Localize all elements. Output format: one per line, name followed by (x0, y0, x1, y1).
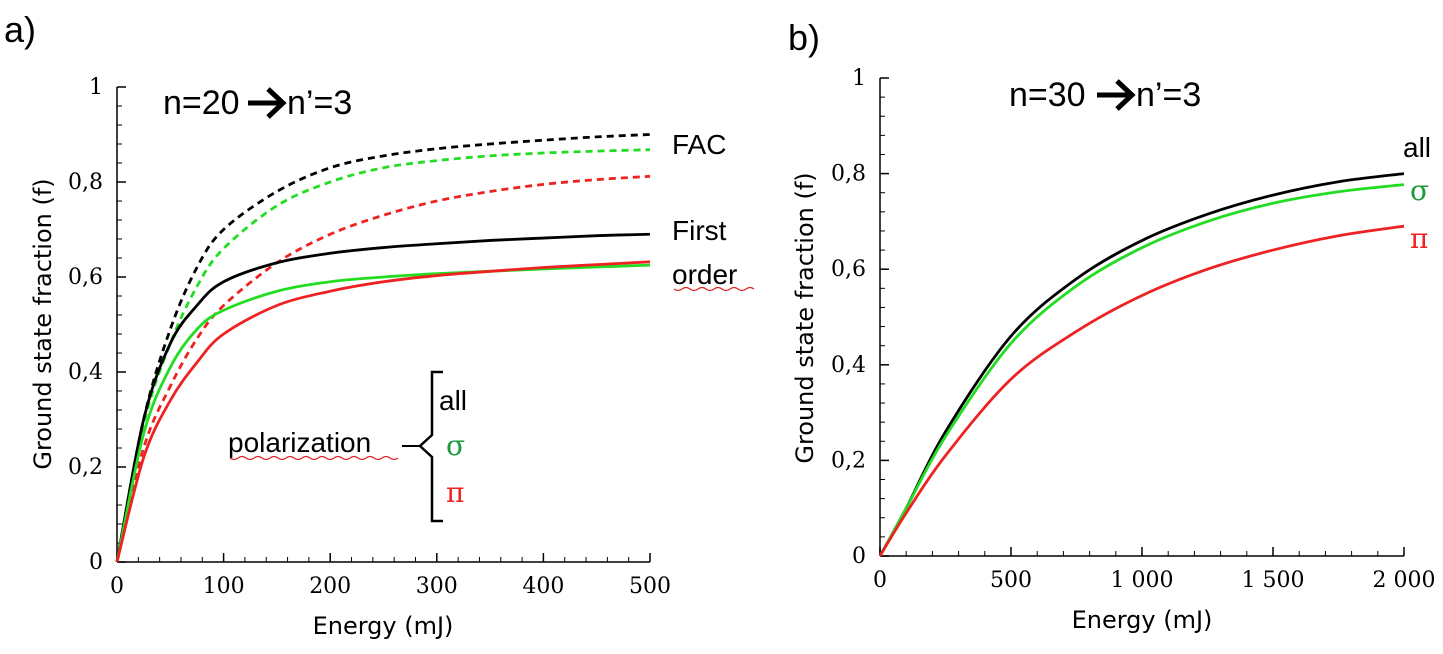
series-line-sigma (878, 183, 1405, 557)
panel-b-label: b) (788, 17, 820, 58)
series-line-pi (878, 224, 1405, 557)
panel-a-label: a) (4, 9, 36, 50)
first-order-label-line2: order (672, 259, 737, 290)
legend-pi: π (1410, 222, 1428, 255)
legend-pi: π (446, 476, 464, 509)
panel-a-xtick-label: 300 (416, 574, 458, 599)
panel-a-xtick-label: 200 (309, 574, 351, 599)
legend-all: all (1403, 132, 1431, 163)
series-line-first-order-pi (115, 260, 651, 563)
panel-a-ytick-label: 0,4 (68, 360, 103, 385)
legend-sigma: σ (1410, 174, 1429, 207)
panel-b-ytick-label: 0,4 (831, 353, 866, 378)
panel-a-title: n=20 n’=3 (163, 84, 352, 122)
spellcheck-underline (673, 286, 755, 292)
panel-a-xtick-label: 100 (203, 574, 245, 599)
panel-a-series (115, 133, 651, 563)
panel-a: a) n=20 n’=3 0 100 200 300 400 500 0 0,2… (4, 9, 755, 640)
panel-a-title-lhs: n=20 (163, 84, 240, 122)
panel-b-y-tick-labels: 0 0,2 0,4 0,6 0,8 1 (831, 66, 866, 569)
panel-b-xtick-label: 1 500 (1242, 568, 1305, 593)
panel-a-ticks (116, 86, 651, 563)
series-line-fac-all (115, 133, 651, 563)
panel-a-x-tick-labels: 0 100 200 300 400 500 (110, 574, 671, 599)
series-line-all (878, 172, 1405, 557)
panel-b-x-axis-label: Energy (mJ) (1072, 606, 1213, 634)
legend-all: all (439, 385, 467, 416)
panel-a-y-axis-label: Ground state fraction (f) (29, 178, 57, 469)
series-line-first-order-sigma (115, 263, 651, 563)
panel-a-ytick-label: 0,2 (68, 455, 103, 480)
panel-b-xtick-label: 2 000 (1373, 568, 1436, 593)
fac-label: FAC (672, 129, 726, 160)
panel-b-y-axis-label: Ground state fraction (f) (791, 172, 819, 463)
arrow-icon (248, 87, 287, 119)
series-line-fac-pi (115, 174, 651, 563)
legend-sigma: σ (446, 429, 465, 462)
panel-b-legend: all σ π (1403, 132, 1431, 255)
panel-b-title-rhs: n’=3 (1136, 76, 1201, 114)
spellcheck-underline (229, 455, 399, 461)
panel-b-ytick-label: 0,8 (831, 162, 866, 187)
panel-b-xtick-label: 1 000 (1111, 568, 1174, 593)
polarization-label: polarization (228, 427, 371, 458)
panel-a-ytick-label: 0 (89, 550, 103, 575)
panel-a-xtick-label: 500 (629, 574, 671, 599)
panel-a-ytick-label: 0,8 (68, 170, 103, 195)
panel-a-xtick-label: 0 (110, 574, 124, 599)
panel-a-ytick-label: 1 (89, 75, 103, 100)
arrow-icon (1097, 79, 1136, 111)
panel-b-title-lhs: n=30 (1009, 76, 1086, 114)
panel-b-ytick-label: 1 (852, 66, 866, 91)
panel-b-ytick-label: 0,2 (831, 448, 866, 473)
panel-b-ytick-label: 0,6 (831, 257, 866, 282)
first-order-label-line1: First (672, 215, 727, 246)
panel-b-ticks (879, 77, 1405, 557)
panel-b: b) n=30 n’=3 0 500 1 000 1 500 2 000 0 0… (788, 17, 1435, 634)
panel-a-ytick-label: 0,6 (68, 265, 103, 290)
panel-a-title-rhs: n’=3 (287, 84, 352, 122)
panel-a-legend: all σ π (439, 385, 467, 509)
panel-b-ytick-label: 0 (852, 544, 866, 569)
panel-b-x-tick-labels: 0 500 1 000 1 500 2 000 (873, 568, 1435, 593)
panel-a-x-axis-label: Energy (mJ) (313, 612, 454, 640)
polarization-brace (418, 370, 443, 523)
panel-b-series (878, 172, 1405, 557)
series-line-fac-sigma (115, 148, 651, 563)
panel-b-xtick-label: 0 (873, 568, 887, 593)
panel-b-title: n=30 n’=3 (1009, 76, 1201, 114)
panel-b-xtick-label: 500 (990, 568, 1032, 593)
panel-a-xtick-label: 400 (522, 574, 564, 599)
series-line-first-order-all (115, 232, 651, 563)
panel-a-y-tick-labels: 0 0,2 0,4 0,6 0,8 1 (68, 75, 103, 575)
